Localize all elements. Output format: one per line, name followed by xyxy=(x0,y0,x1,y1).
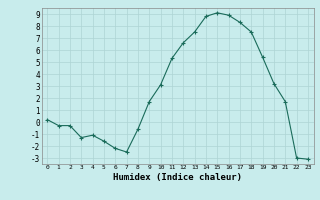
X-axis label: Humidex (Indice chaleur): Humidex (Indice chaleur) xyxy=(113,173,242,182)
